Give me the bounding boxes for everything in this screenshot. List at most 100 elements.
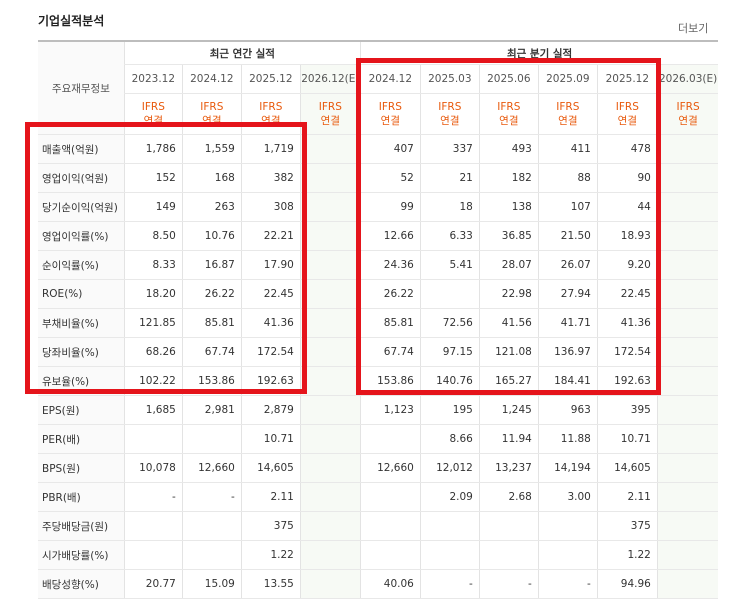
value-cell: 41.56 bbox=[478, 308, 539, 338]
value-cell: 26.22 bbox=[181, 279, 242, 309]
empty-cell bbox=[537, 540, 598, 570]
period-header: 2025.12 bbox=[596, 64, 658, 94]
value-cell: 14,605 bbox=[240, 453, 301, 483]
value-cell: 20.77 bbox=[123, 569, 183, 599]
value-cell: 41.36 bbox=[596, 308, 658, 338]
empty-cell bbox=[656, 540, 719, 570]
value-cell: 10.71 bbox=[596, 424, 658, 454]
standard-header: IFRS 연결 bbox=[656, 93, 719, 135]
empty-cell bbox=[478, 540, 539, 570]
value-cell: 172.54 bbox=[240, 337, 301, 367]
value-cell: 10.76 bbox=[181, 221, 242, 251]
period-header: 2024.12 bbox=[181, 64, 242, 94]
value-cell: 21 bbox=[419, 163, 480, 193]
row-label: 당기순이익(억원) bbox=[38, 192, 125, 222]
empty-cell bbox=[299, 250, 361, 280]
standard-name: IFRS bbox=[200, 101, 224, 113]
standard-name: IFRS bbox=[676, 101, 700, 113]
value-cell: 8.33 bbox=[123, 250, 183, 280]
value-cell: 407 bbox=[359, 134, 421, 164]
value-cell: 26.22 bbox=[359, 279, 421, 309]
value-cell: 12.66 bbox=[359, 221, 421, 251]
value-cell: 11.94 bbox=[478, 424, 539, 454]
period-header: 2023.12 bbox=[123, 64, 183, 94]
value-cell: 411 bbox=[537, 134, 598, 164]
empty-cell bbox=[299, 279, 361, 309]
standard-header: IFRS 연결 bbox=[181, 93, 242, 135]
period-header: 2026.03(E) bbox=[656, 64, 719, 94]
empty-cell bbox=[656, 308, 719, 338]
value-cell: 963 bbox=[537, 395, 598, 425]
value-cell: 1,245 bbox=[478, 395, 539, 425]
data-row: 당좌비율(%) 68.26 67.74 172.54 67.74 97.15 121.08 1… bbox=[38, 337, 719, 367]
value-cell: 67.74 bbox=[359, 337, 421, 367]
empty-cell bbox=[299, 540, 361, 570]
value-cell: 10.71 bbox=[240, 424, 301, 454]
value-cell: 8.66 bbox=[419, 424, 480, 454]
value-cell: 16.87 bbox=[181, 250, 242, 280]
period-header: 2025.09 bbox=[537, 64, 598, 94]
value-cell: 21.50 bbox=[537, 221, 598, 251]
value-cell: 12,660 bbox=[181, 453, 242, 483]
data-row: 시가배당률(%) 1.22 1.22 bbox=[38, 540, 719, 570]
value-cell: 337 bbox=[419, 134, 480, 164]
empty-cell bbox=[656, 569, 719, 599]
value-cell: 375 bbox=[240, 511, 301, 541]
value-cell: 97.15 bbox=[419, 337, 480, 367]
row-label: 영업이익(억원) bbox=[38, 163, 125, 193]
more-link[interactable]: 더보기 bbox=[678, 22, 709, 35]
value-cell: 9.20 bbox=[596, 250, 658, 280]
period-header: 2024.12 bbox=[359, 64, 421, 94]
empty-cell bbox=[656, 424, 719, 454]
empty-cell bbox=[656, 366, 719, 396]
consolidation: 연결 bbox=[678, 115, 698, 127]
data-row: 당기순이익(억원) 149 263 308 99 18 138 107 44 bbox=[38, 192, 719, 222]
value-cell: 2,879 bbox=[240, 395, 301, 425]
standard-name: IFRS bbox=[438, 101, 462, 113]
consolidation: 연결 bbox=[440, 115, 460, 127]
value-cell: - bbox=[537, 569, 598, 599]
value-cell: 121.85 bbox=[123, 308, 183, 338]
standard-header: IFRS 연결 bbox=[419, 93, 480, 135]
value-cell: 11.88 bbox=[537, 424, 598, 454]
empty-cell bbox=[478, 511, 539, 541]
empty-cell bbox=[656, 134, 719, 164]
value-cell: 2,981 bbox=[181, 395, 242, 425]
value-cell: 18 bbox=[419, 192, 480, 222]
row-label: PER(배) bbox=[38, 424, 125, 454]
value-cell: 12,660 bbox=[359, 453, 421, 483]
consolidation: 연결 bbox=[617, 115, 637, 127]
empty-cell bbox=[656, 511, 719, 541]
data-row: PER(배) 10.71 8.66 11.94 11.88 10.71 bbox=[38, 424, 719, 454]
row-label: 시가배당률(%) bbox=[38, 540, 125, 570]
empty-cell bbox=[181, 424, 242, 454]
value-cell: 67.74 bbox=[181, 337, 242, 367]
standard-header: IFRS 연결 bbox=[537, 93, 598, 135]
empty-cell bbox=[181, 540, 242, 570]
row-label: 영업이익률(%) bbox=[38, 221, 125, 251]
value-cell: - bbox=[478, 569, 539, 599]
empty-cell bbox=[656, 337, 719, 367]
empty-cell bbox=[359, 482, 421, 512]
standard-name: IFRS bbox=[497, 101, 521, 113]
empty-cell bbox=[299, 366, 361, 396]
value-cell: 1,123 bbox=[359, 395, 421, 425]
empty-cell bbox=[299, 424, 361, 454]
empty-cell bbox=[299, 569, 361, 599]
empty-cell bbox=[299, 308, 361, 338]
data-row: ROE(%) 18.20 26.22 22.45 26.22 22.98 27.94 22.4… bbox=[38, 279, 719, 309]
period-header: 2025.06 bbox=[478, 64, 539, 94]
empty-cell bbox=[299, 134, 361, 164]
value-cell: 395 bbox=[596, 395, 658, 425]
value-cell: 52 bbox=[359, 163, 421, 193]
row-label: 배당성향(%) bbox=[38, 569, 125, 599]
value-cell: 85.81 bbox=[181, 308, 242, 338]
empty-cell bbox=[656, 279, 719, 309]
value-cell: 1,786 bbox=[123, 134, 183, 164]
value-cell: 2.09 bbox=[419, 482, 480, 512]
highlight-box bbox=[25, 122, 307, 394]
corner-cell: 주요재무정보 bbox=[38, 40, 125, 135]
value-cell: 40.06 bbox=[359, 569, 421, 599]
consolidation: 연결 bbox=[320, 115, 340, 127]
value-cell: - bbox=[181, 482, 242, 512]
